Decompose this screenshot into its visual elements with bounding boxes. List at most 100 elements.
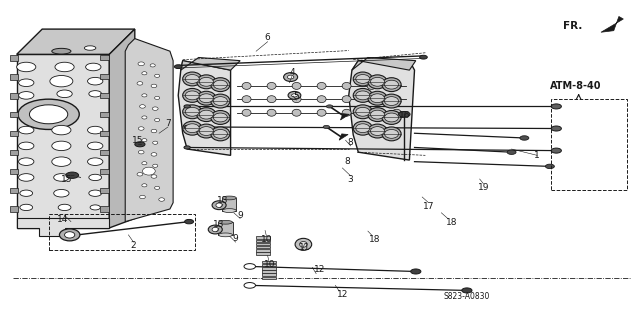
Ellipse shape (155, 96, 160, 100)
Ellipse shape (371, 126, 385, 135)
Bar (551, 99, 627, 190)
Ellipse shape (213, 97, 227, 106)
Ellipse shape (208, 225, 222, 234)
Ellipse shape (199, 94, 213, 103)
Ellipse shape (292, 109, 301, 116)
Bar (10, 206, 18, 212)
Circle shape (89, 190, 102, 196)
Ellipse shape (155, 119, 160, 122)
Ellipse shape (242, 82, 251, 89)
Circle shape (18, 99, 79, 129)
Bar (255, 246, 269, 249)
Circle shape (17, 62, 36, 72)
Ellipse shape (140, 105, 145, 108)
Circle shape (20, 190, 33, 196)
Ellipse shape (216, 203, 222, 207)
Bar (100, 206, 109, 211)
Bar (262, 264, 276, 267)
Circle shape (89, 174, 102, 181)
Ellipse shape (356, 107, 370, 116)
Circle shape (88, 77, 103, 85)
Circle shape (88, 142, 103, 150)
Text: 14: 14 (57, 215, 68, 223)
Ellipse shape (196, 108, 216, 122)
Text: 9: 9 (233, 235, 239, 243)
Ellipse shape (182, 72, 202, 86)
Ellipse shape (199, 77, 213, 86)
Bar (100, 55, 109, 60)
Text: 2: 2 (131, 242, 136, 250)
Ellipse shape (151, 153, 157, 156)
Circle shape (323, 125, 330, 128)
Ellipse shape (196, 124, 216, 138)
Bar (262, 261, 276, 263)
Ellipse shape (155, 74, 160, 77)
Polygon shape (17, 54, 109, 228)
Ellipse shape (196, 75, 216, 89)
Circle shape (66, 172, 79, 178)
Ellipse shape (292, 94, 298, 97)
Polygon shape (109, 29, 135, 228)
Bar (10, 169, 18, 174)
Text: 9: 9 (237, 211, 243, 220)
Circle shape (244, 264, 255, 269)
Ellipse shape (392, 82, 401, 89)
Ellipse shape (155, 186, 160, 190)
Circle shape (326, 105, 333, 108)
Circle shape (551, 126, 561, 131)
Ellipse shape (392, 109, 401, 116)
Ellipse shape (211, 78, 230, 92)
Ellipse shape (137, 82, 143, 85)
Ellipse shape (292, 96, 301, 103)
Ellipse shape (142, 72, 147, 75)
Polygon shape (180, 57, 240, 70)
Text: 11: 11 (299, 243, 310, 252)
Ellipse shape (211, 111, 230, 124)
Circle shape (184, 105, 190, 108)
Ellipse shape (242, 96, 251, 103)
Ellipse shape (222, 196, 236, 200)
Bar (218, 222, 232, 235)
Bar (10, 93, 18, 99)
Ellipse shape (288, 91, 301, 99)
Ellipse shape (60, 229, 80, 241)
Ellipse shape (138, 62, 145, 66)
Text: 5: 5 (294, 92, 300, 101)
Bar (255, 249, 269, 252)
Circle shape (174, 65, 182, 68)
Ellipse shape (182, 121, 202, 135)
Circle shape (244, 282, 255, 288)
Circle shape (551, 104, 561, 109)
Ellipse shape (142, 116, 147, 119)
Text: S823-A0830: S823-A0830 (444, 292, 490, 301)
Ellipse shape (218, 233, 232, 237)
Ellipse shape (300, 242, 307, 247)
Circle shape (29, 105, 68, 124)
Bar (262, 276, 276, 279)
Circle shape (19, 126, 34, 134)
Bar (100, 131, 109, 136)
Ellipse shape (385, 80, 399, 89)
Bar (255, 243, 269, 245)
Circle shape (88, 126, 103, 134)
Ellipse shape (65, 232, 75, 238)
Bar (255, 236, 269, 239)
Bar (49, 214, 195, 250)
Bar (10, 74, 18, 80)
Ellipse shape (385, 129, 399, 138)
Ellipse shape (137, 172, 143, 176)
Ellipse shape (371, 77, 385, 86)
Ellipse shape (151, 129, 157, 133)
Text: 12: 12 (314, 265, 326, 274)
Text: ATM-8-40: ATM-8-40 (550, 81, 601, 91)
Ellipse shape (382, 94, 401, 108)
Ellipse shape (151, 84, 157, 87)
Ellipse shape (385, 113, 399, 122)
Ellipse shape (185, 74, 199, 83)
Polygon shape (178, 61, 230, 155)
Circle shape (184, 146, 190, 149)
Ellipse shape (385, 97, 399, 106)
Ellipse shape (222, 209, 236, 212)
Ellipse shape (368, 75, 387, 89)
Ellipse shape (153, 164, 158, 167)
